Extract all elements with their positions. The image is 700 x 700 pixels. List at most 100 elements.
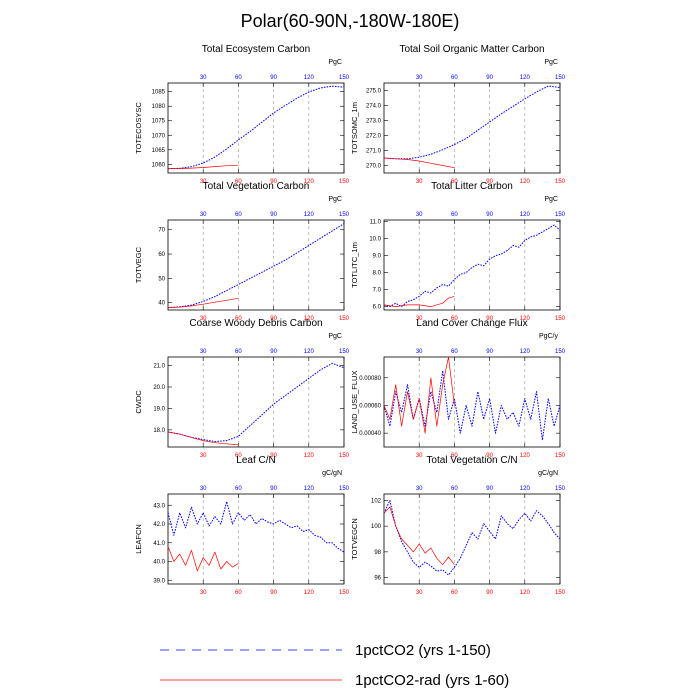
series-line-1pctco2-rad-coarse-woody-debris-carbon: [167, 431, 239, 446]
panel-title-land-cover-change-flux: Land Cover Change Flux: [416, 318, 527, 329]
series-line-1pctco2-rad-total-vegetation-c-n: [383, 506, 455, 566]
top-tick-label-60-coarse-woody-debris-carbon: 60: [235, 349, 242, 355]
plot-frame-total-ecosystem-carbon: [167, 82, 345, 174]
panel-title-total-vegetation-carbon: Total Vegetation Carbon: [203, 181, 310, 192]
x-tick-label-90-land-cover-change-flux: 90: [486, 453, 493, 459]
x-tick-label-120-coarse-woody-debris-carbon: 120: [304, 453, 315, 459]
top-tick-label-120-total-soil-organic-matter-carbon: 120: [520, 75, 531, 81]
panel-units-total-litter-carbon: PgC: [544, 196, 558, 203]
y-axis-label-total-litter-carbon: TOTLITC_1m: [350, 242, 359, 288]
panel-units-total-soil-organic-matter-carbon: PgC: [544, 59, 558, 66]
top-tick-label-120-total-vegetation-c-n: 120: [520, 486, 531, 492]
y-tick-label-0-total-vegetation-c-n: 96: [374, 576, 381, 582]
top-tick-label-90-land-cover-change-flux: 90: [486, 349, 493, 355]
x-tick-label-150-total-vegetation-c-n: 150: [555, 590, 566, 596]
y-tick-label-4-total-litter-carbon: 10.0: [369, 237, 381, 243]
y-axis-label-coarse-woody-debris-carbon: CWDC: [134, 390, 143, 414]
y-tick-label-4-total-ecosystem-carbon: 1080: [152, 104, 166, 110]
y-tick-label-0-total-ecosystem-carbon: 1060: [152, 162, 166, 168]
series-line-1pctco2-rad-leaf-c-n: [167, 546, 239, 572]
panel-leaf-c-n: Leaf C/N gC/gN 30 60 90 120 150 30 60 90 120 150 39.…: [134, 455, 350, 596]
x-tick-label-150-total-litter-carbon: 150: [555, 316, 566, 322]
x-tick-label-120-total-soil-organic-matter-carbon: 120: [520, 179, 531, 185]
series-line-1pctco2-total-vegetation-c-n: [383, 499, 561, 576]
panel-land-cover-change-flux: Land Cover Change Flux PgC/y 30 60 90 120 150 3…: [350, 318, 566, 459]
panel-units-total-vegetation-carbon: PgC: [328, 196, 342, 203]
y-tick-label-0-land-cover-change-flux: 0.00040: [359, 431, 381, 437]
panel-title-total-vegetation-c-n: Total Vegetation C/N: [426, 455, 517, 466]
y-tick-label-3-total-ecosystem-carbon: 1075: [152, 119, 166, 125]
y-tick-label-5-total-soil-organic-matter-carbon: 275.0: [366, 89, 382, 95]
top-tick-label-60-land-cover-change-flux: 60: [451, 349, 458, 355]
y-tick-label-2-total-ecosystem-carbon: 1070: [152, 133, 166, 139]
y-tick-label-5-total-litter-carbon: 11.0: [370, 220, 382, 226]
y-tick-label-2-total-vegetation-c-n: 100: [371, 524, 382, 530]
series-line-1pctco2-rad-land-cover-change-flux: [383, 356, 455, 434]
series-line-1pctco2-rad-total-vegetation-carbon: [167, 297, 239, 308]
plot-frame-total-litter-carbon: [383, 219, 561, 311]
x-tick-label-30-coarse-woody-debris-carbon: 30: [200, 453, 207, 459]
top-tick-label-60-total-soil-organic-matter-carbon: 60: [451, 75, 458, 81]
x-tick-label-30-total-soil-organic-matter-carbon: 30: [416, 179, 423, 185]
panel-title-total-soil-organic-matter-carbon: Total Soil Organic Matter Carbon: [399, 44, 544, 55]
y-axis-label-total-ecosystem-carbon: TOTECOSYSC: [134, 102, 143, 154]
plot-frame-leaf-c-n: [167, 493, 345, 585]
top-tick-label-120-land-cover-change-flux: 120: [520, 349, 531, 355]
top-tick-label-30-total-ecosystem-carbon: 30: [200, 75, 207, 81]
x-tick-label-120-total-vegetation-c-n: 120: [520, 590, 531, 596]
y-tick-label-2-total-soil-organic-matter-carbon: 272.0: [366, 134, 382, 140]
top-tick-label-150-coarse-woody-debris-carbon: 150: [339, 349, 350, 355]
panel-units-land-cover-change-flux: PgC/y: [539, 333, 559, 340]
y-tick-label-3-total-soil-organic-matter-carbon: 273.0: [366, 119, 382, 125]
x-tick-label-150-total-vegetation-carbon: 150: [339, 316, 350, 322]
series-line-1pctco2-rad-total-ecosystem-carbon: [168, 164, 239, 169]
top-tick-label-30-total-soil-organic-matter-carbon: 30: [416, 75, 423, 81]
x-tick-label-30-total-vegetation-carbon: 30: [200, 316, 207, 322]
series-line-1pctco2-rad-total-soil-organic-matter-carbon: [383, 157, 455, 169]
y-tick-label-0-total-litter-carbon: 6.0: [373, 305, 382, 311]
top-tick-label-90-total-ecosystem-carbon: 90: [270, 75, 277, 81]
top-tick-label-30-total-litter-carbon: 30: [416, 212, 423, 218]
y-axis-label-leaf-c-n: LEAFCN: [134, 524, 143, 554]
top-tick-label-150-land-cover-change-flux: 150: [555, 349, 566, 355]
top-tick-label-90-total-vegetation-carbon: 90: [270, 212, 277, 218]
figure-title: Polar(60-90N,-180W-180E): [241, 11, 460, 31]
top-tick-label-120-coarse-woody-debris-carbon: 120: [304, 349, 315, 355]
series-line-1pctco2-total-ecosystem-carbon: [167, 85, 345, 170]
y-axis-label-total-vegetation-c-n: TOTVEGCN: [350, 518, 359, 560]
x-tick-label-150-leaf-c-n: 150: [339, 590, 350, 596]
y-axis-label-total-soil-organic-matter-carbon: TOTSOMC_1m: [350, 102, 359, 154]
y-tick-label-1-land-cover-change-flux: 0.00060: [359, 403, 381, 409]
y-tick-label-3-total-litter-carbon: 9.0: [373, 254, 382, 260]
x-tick-label-90-total-ecosystem-carbon: 90: [270, 179, 277, 185]
panel-total-ecosystem-carbon: Total Ecosystem Carbon PgC 30 60 90 120 150 30 6…: [134, 44, 350, 185]
x-tick-label-120-total-vegetation-carbon: 120: [304, 316, 315, 322]
top-tick-label-60-total-vegetation-c-n: 60: [451, 486, 458, 492]
plot-frame-total-vegetation-carbon: [167, 219, 345, 311]
x-tick-label-60-total-soil-organic-matter-carbon: 60: [451, 179, 458, 185]
y-tick-label-1-total-soil-organic-matter-carbon: 271.0: [366, 149, 382, 155]
y-tick-label-1-total-vegetation-carbon: 50: [158, 276, 165, 282]
top-tick-label-120-total-vegetation-carbon: 120: [304, 212, 315, 218]
panel-units-coarse-woody-debris-carbon: PgC: [328, 333, 342, 340]
x-tick-label-120-land-cover-change-flux: 120: [520, 453, 531, 459]
x-tick-label-120-total-litter-carbon: 120: [520, 316, 531, 322]
top-tick-label-60-total-litter-carbon: 60: [451, 212, 458, 218]
y-tick-label-3-leaf-c-n: 42.0: [153, 522, 165, 528]
panel-title-leaf-c-n: Leaf C/N: [236, 455, 275, 466]
top-tick-label-60-total-vegetation-carbon: 60: [235, 212, 242, 218]
y-tick-label-0-total-soil-organic-matter-carbon: 270.0: [366, 164, 382, 170]
x-tick-label-30-total-ecosystem-carbon: 30: [200, 179, 207, 185]
x-tick-label-120-total-ecosystem-carbon: 120: [304, 179, 315, 185]
x-tick-label-30-leaf-c-n: 30: [200, 590, 207, 596]
panel-units-total-ecosystem-carbon: PgC: [328, 59, 342, 66]
panel-units-total-vegetation-c-n: gC/gN: [538, 470, 558, 477]
x-tick-label-90-total-litter-carbon: 90: [486, 316, 493, 322]
x-tick-label-150-total-ecosystem-carbon: 150: [339, 179, 350, 185]
series-line-1pctco2-land-cover-change-flux: [383, 370, 561, 441]
x-tick-label-90-total-vegetation-c-n: 90: [486, 590, 493, 596]
top-tick-label-150-total-vegetation-carbon: 150: [339, 212, 350, 218]
top-tick-label-60-leaf-c-n: 60: [235, 486, 242, 492]
